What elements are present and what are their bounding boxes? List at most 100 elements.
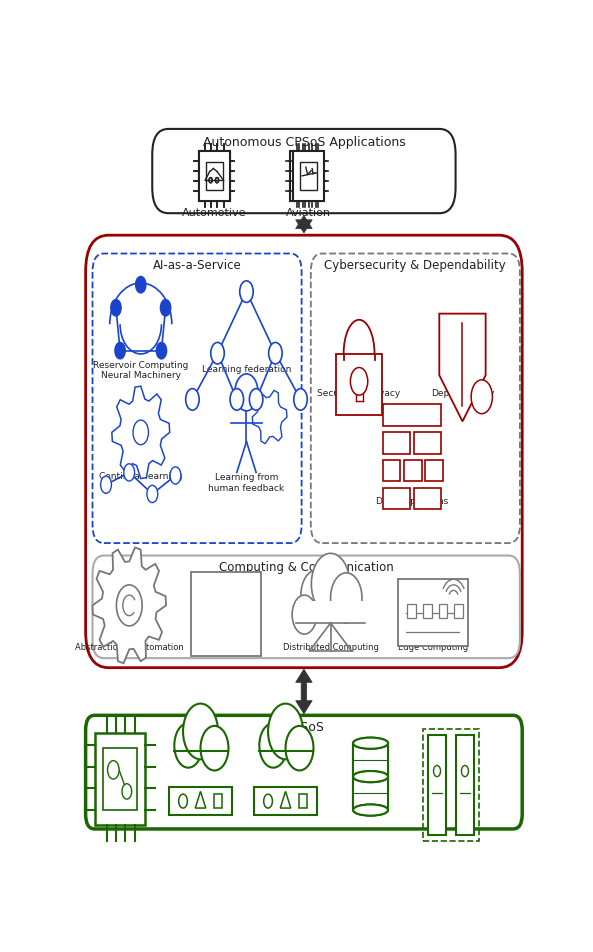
Circle shape	[264, 794, 272, 808]
FancyBboxPatch shape	[93, 556, 520, 658]
Circle shape	[294, 388, 307, 410]
Circle shape	[301, 570, 332, 620]
Bar	[454, 605, 463, 618]
FancyBboxPatch shape	[152, 129, 455, 213]
FancyBboxPatch shape	[85, 715, 522, 829]
Text: Distributed Computing: Distributed Computing	[283, 644, 378, 652]
Bar	[439, 605, 448, 618]
Bar	[169, 787, 232, 815]
Polygon shape	[195, 791, 206, 808]
Bar	[383, 487, 410, 509]
Circle shape	[350, 367, 368, 395]
Circle shape	[157, 343, 167, 359]
Text: Learning from
human feedback: Learning from human feedback	[208, 473, 285, 493]
Ellipse shape	[353, 804, 388, 816]
Circle shape	[186, 388, 199, 410]
Bar	[383, 405, 441, 426]
Circle shape	[183, 704, 218, 760]
Text: Abstraction & Automation: Abstraction & Automation	[75, 644, 184, 652]
Bar	[398, 579, 467, 646]
Circle shape	[240, 281, 253, 303]
Circle shape	[250, 388, 263, 410]
Bar	[423, 605, 432, 618]
Bar	[254, 787, 317, 815]
Bar	[206, 162, 223, 189]
Circle shape	[115, 343, 125, 359]
Circle shape	[161, 300, 171, 316]
Bar	[206, 162, 223, 189]
Text: AI-as-a-Service: AI-as-a-Service	[152, 259, 241, 272]
Bar	[95, 733, 145, 825]
Bar	[299, 794, 307, 808]
Polygon shape	[93, 547, 166, 664]
Bar	[414, 432, 441, 454]
Polygon shape	[296, 215, 312, 233]
Polygon shape	[280, 791, 291, 808]
Text: Dependability: Dependability	[431, 389, 494, 398]
Circle shape	[136, 276, 146, 293]
Bar	[428, 735, 446, 835]
Circle shape	[101, 476, 111, 493]
Text: Design patterns: Design patterns	[376, 497, 448, 506]
Circle shape	[269, 343, 282, 364]
Text: Aviation: Aviation	[286, 208, 331, 218]
Circle shape	[259, 724, 287, 767]
Circle shape	[122, 783, 132, 799]
Circle shape	[211, 343, 224, 364]
Text: Security & Privacy: Security & Privacy	[317, 389, 401, 398]
Bar	[336, 353, 382, 415]
Circle shape	[471, 380, 492, 414]
Bar	[414, 487, 441, 509]
FancyBboxPatch shape	[311, 253, 520, 543]
Bar	[199, 150, 230, 201]
Bar	[353, 744, 388, 810]
Circle shape	[292, 595, 317, 634]
Circle shape	[461, 765, 468, 777]
Ellipse shape	[353, 738, 388, 749]
Ellipse shape	[353, 804, 388, 816]
Bar	[425, 460, 443, 482]
Bar	[456, 735, 474, 835]
Circle shape	[330, 573, 362, 623]
Circle shape	[200, 725, 228, 770]
FancyBboxPatch shape	[85, 235, 522, 667]
Circle shape	[124, 464, 135, 481]
Bar	[298, 162, 315, 189]
Text: Continual learning: Continual learning	[99, 472, 183, 481]
Bar	[356, 382, 362, 402]
Bar	[404, 460, 422, 482]
Polygon shape	[252, 390, 287, 444]
Circle shape	[235, 374, 258, 411]
Ellipse shape	[353, 771, 388, 783]
Bar	[407, 605, 416, 618]
Text: Cybersecurity & Dependability: Cybersecurity & Dependability	[324, 259, 506, 272]
Circle shape	[268, 704, 303, 760]
Circle shape	[311, 553, 350, 615]
Text: Reservoir Computing
Neural Machinery: Reservoir Computing Neural Machinery	[93, 361, 189, 380]
FancyBboxPatch shape	[93, 253, 302, 543]
Circle shape	[285, 725, 314, 770]
Bar	[296, 601, 365, 623]
Ellipse shape	[353, 738, 388, 749]
Polygon shape	[296, 669, 312, 714]
Bar	[300, 162, 317, 189]
Text: Learning federation: Learning federation	[202, 365, 291, 374]
Circle shape	[230, 388, 244, 410]
Text: Automotive: Automotive	[182, 208, 247, 218]
Text: Edge Computing: Edge Computing	[397, 644, 468, 652]
Bar	[199, 150, 230, 201]
Text: Autonomous CPSoS Applications: Autonomous CPSoS Applications	[203, 136, 405, 149]
Circle shape	[111, 300, 121, 316]
Bar	[383, 432, 410, 454]
Ellipse shape	[353, 771, 388, 783]
Bar	[213, 794, 222, 808]
Circle shape	[178, 794, 187, 808]
Circle shape	[116, 585, 142, 625]
Text: CPSoS: CPSoS	[284, 722, 324, 734]
Bar	[191, 572, 261, 656]
Bar	[293, 150, 324, 201]
Bar	[383, 460, 400, 482]
Circle shape	[147, 486, 158, 503]
Text: Data Streams: Data Streams	[197, 644, 254, 652]
Circle shape	[107, 761, 119, 779]
